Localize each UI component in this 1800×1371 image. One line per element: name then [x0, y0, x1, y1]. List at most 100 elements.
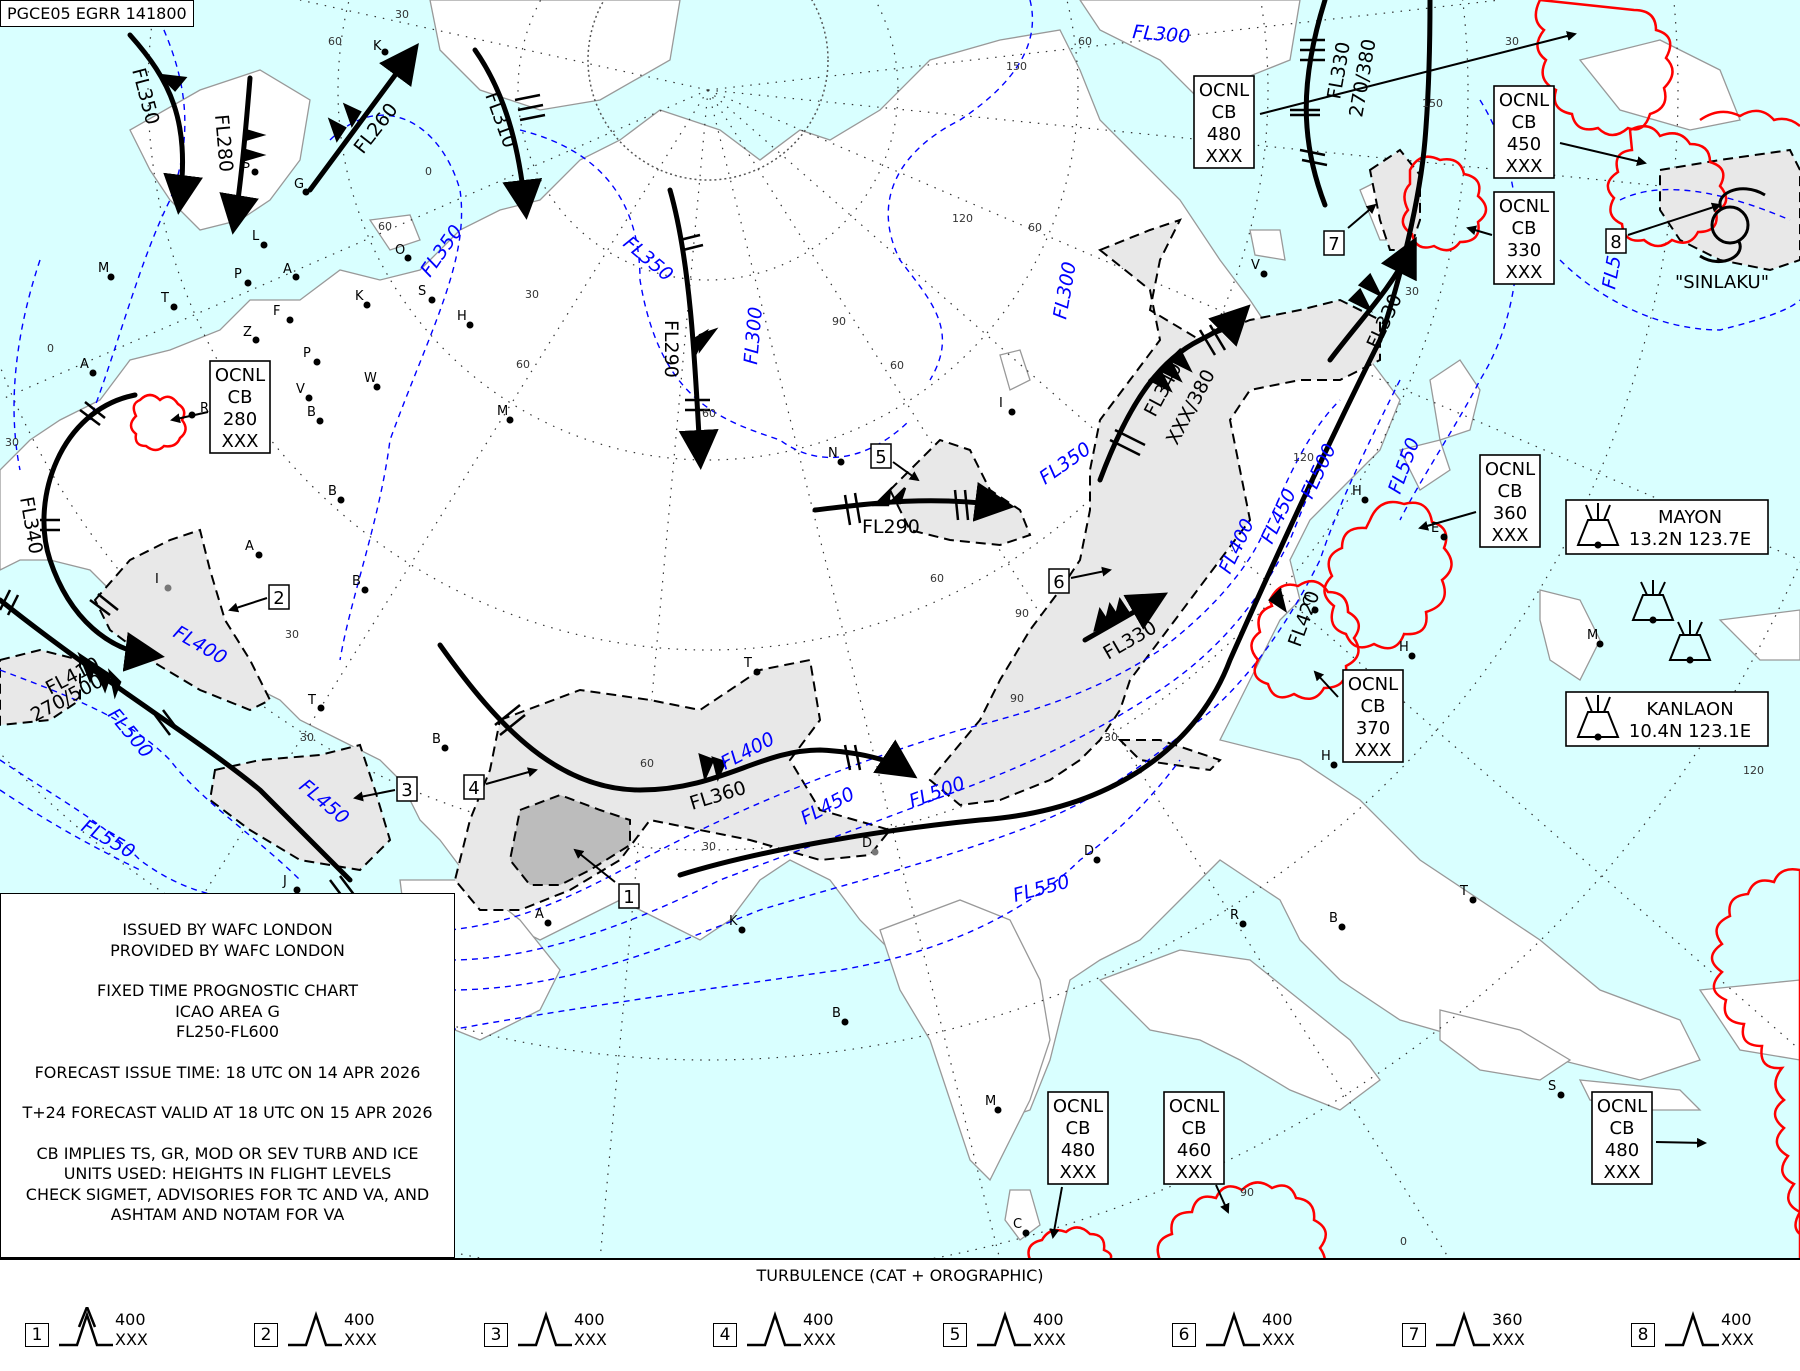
volcano-icon-map-2	[1668, 620, 1712, 664]
turb-arrows	[228, 202, 1722, 883]
legend-item: 6 400 XXX	[1172, 1305, 1322, 1355]
station: A	[283, 262, 300, 281]
svg-text:OCNL: OCNL	[1199, 80, 1249, 101]
svg-text:H: H	[1352, 484, 1362, 499]
legend-item: 1 400 XXX	[25, 1305, 175, 1355]
legend-base: XXX	[1721, 1330, 1754, 1349]
svg-text:OCNL: OCNL	[1597, 1096, 1647, 1117]
svg-text:4: 4	[468, 778, 479, 799]
svg-text:8: 8	[1610, 232, 1621, 253]
svg-text:280: 280	[223, 409, 257, 430]
legend-title: TURBULENCE (CAT + OROGRAPHIC)	[756, 1266, 1044, 1285]
svg-text:XXX: XXX	[1604, 1162, 1641, 1183]
grid-labels: 30 60 60 0 0 30 60 30 150 60 120 60 90 6…	[5, 8, 1764, 1248]
svg-text:F: F	[273, 304, 280, 319]
svg-text:60: 60	[516, 358, 530, 371]
svg-text:30: 30	[285, 628, 299, 641]
jet-12	[677, 0, 1433, 878]
legend-top: 400	[115, 1310, 146, 1329]
legend-number: 7	[1402, 1323, 1426, 1347]
station: B	[1329, 911, 1346, 931]
issue-time: FORECAST ISSUE TIME: 18 UTC ON 14 APR 20…	[34, 1062, 421, 1082]
station: S	[242, 157, 259, 176]
svg-text:460: 460	[1177, 1140, 1211, 1161]
svg-text:120: 120	[1293, 451, 1314, 464]
svg-text:CB: CB	[1512, 112, 1537, 133]
svg-text:XXX: XXX	[1492, 525, 1529, 546]
volcano-name: MAYON	[1658, 507, 1722, 528]
svg-text:H: H	[1321, 749, 1331, 764]
turbulence-icon	[1436, 1311, 1490, 1347]
svg-text:OCNL: OCNL	[1348, 674, 1398, 695]
station: S	[1548, 1079, 1565, 1099]
svg-text:N: N	[828, 446, 838, 461]
station: Z	[243, 325, 260, 344]
svg-text:CB: CB	[1512, 218, 1537, 239]
station: B	[352, 574, 369, 594]
station: M	[1587, 628, 1604, 648]
station: A	[535, 907, 552, 927]
station: C	[1013, 1217, 1030, 1237]
svg-text:B: B	[832, 1006, 841, 1021]
legend-base: XXX	[1492, 1330, 1525, 1349]
svg-text:480: 480	[1207, 124, 1241, 145]
svg-text:B: B	[328, 484, 337, 499]
svg-text:60: 60	[702, 407, 716, 420]
station: O	[395, 243, 412, 262]
svg-text:30: 30	[702, 840, 716, 853]
svg-text:CB: CB	[1182, 1118, 1207, 1139]
svg-text:A: A	[283, 262, 292, 277]
legend-top: 400	[1721, 1310, 1752, 1329]
cb-outline-7	[1710, 868, 1800, 1262]
levels: FL250-FL600	[175, 1022, 280, 1041]
svg-text:XXX: XXX	[1206, 146, 1243, 167]
svg-text:A: A	[535, 907, 544, 922]
station: G	[294, 177, 310, 196]
legend-number: 5	[943, 1323, 967, 1347]
turb-marker-4: 4	[463, 774, 485, 800]
svg-text:T: T	[1459, 884, 1468, 899]
legend-base: XXX	[344, 1330, 377, 1349]
legend-item: 2 400 XXX	[254, 1305, 404, 1355]
turbulence-icon	[747, 1311, 801, 1347]
volcano-position: 13.2N 123.7E	[1629, 529, 1751, 550]
jet-label-2: FL280	[210, 114, 237, 173]
cb-areas	[129, 0, 1800, 1276]
chart-type: FIXED TIME PROGNOSTIC CHART	[97, 981, 358, 1000]
legend-base: XXX	[803, 1330, 836, 1349]
svg-text:XXX: XXX	[1506, 262, 1543, 283]
jet-9	[437, 642, 918, 793]
svg-text:P: P	[234, 267, 242, 282]
area: ICAO AREA G	[175, 1001, 280, 1021]
svg-text:90: 90	[1240, 1186, 1254, 1199]
svg-text:R: R	[1230, 908, 1239, 923]
valid-time: T+24 FORECAST VALID AT 18 UTC ON 15 APR …	[22, 1103, 433, 1122]
svg-text:450: 450	[1507, 134, 1541, 155]
station: K	[355, 289, 371, 309]
station: I	[999, 396, 1016, 416]
svg-text:CB: CB	[1361, 696, 1386, 717]
svg-text:M: M	[1587, 628, 1598, 643]
svg-text:CB: CB	[1610, 1118, 1635, 1139]
station: R	[1230, 908, 1247, 928]
trop-label: FL300	[1132, 21, 1191, 48]
cb-outline-5	[1323, 500, 1453, 650]
note-3: CHECK SIGMET, ADVISORIES FOR TC AND VA, …	[25, 1184, 430, 1204]
svg-text:C: C	[1013, 1217, 1022, 1232]
volcano-name: KANLAON	[1646, 699, 1733, 720]
jet-4	[472, 47, 543, 220]
jet-7	[41, 392, 165, 672]
svg-text:30: 30	[1104, 731, 1118, 744]
turb-marker-8: 8	[1605, 228, 1627, 254]
svg-text:B: B	[432, 732, 441, 747]
turb-marker-3: 3	[396, 776, 418, 802]
svg-text:V: V	[1251, 258, 1260, 273]
cb-outline-4	[1401, 155, 1488, 252]
svg-text:30: 30	[300, 731, 314, 744]
station: H	[1321, 749, 1338, 769]
